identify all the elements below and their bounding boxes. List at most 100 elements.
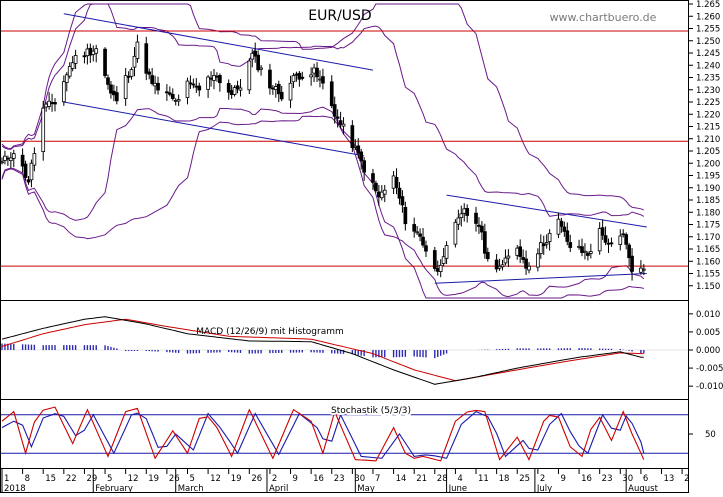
date-tick-label: 21 [416, 474, 427, 484]
candle-body [123, 75, 128, 99]
candle-body [238, 87, 243, 91]
date-tick-label: 30 [622, 474, 633, 484]
candle-body [135, 41, 140, 59]
trend-line [63, 13, 374, 71]
date-tick-label: 6 [643, 474, 648, 484]
candle-body [321, 76, 325, 84]
candle-body [515, 247, 520, 256]
candle-body [606, 242, 611, 245]
macd-signal-line [1, 318, 644, 382]
candle-body [639, 267, 643, 273]
chart-title: EUR/USD [308, 8, 371, 24]
candle-body [235, 85, 240, 90]
candle-body [279, 91, 284, 100]
candle-body [391, 175, 396, 189]
candle-body [618, 235, 623, 245]
candle-body [212, 75, 216, 81]
candle-body [132, 55, 137, 68]
candle-body [415, 231, 419, 234]
candle-body [197, 85, 202, 91]
candle-body [156, 82, 160, 91]
candle-body [291, 75, 296, 83]
candle-body [524, 258, 528, 269]
candle-body [379, 191, 384, 199]
candle-body [456, 217, 461, 225]
candle-body [250, 52, 255, 60]
candle-body [64, 74, 69, 83]
date-tick-label: 5 [189, 474, 194, 484]
date-tick-label: 9 [560, 474, 565, 484]
candle-body [3, 155, 7, 161]
date-tick-label: 18 [499, 474, 510, 484]
candle-body [500, 264, 505, 268]
candle-body [538, 242, 543, 255]
candle-body [218, 75, 222, 84]
candle-body [565, 230, 570, 242]
candle-body [441, 256, 446, 264]
candle-body [11, 153, 16, 159]
candle-body [400, 196, 405, 206]
date-tick-label: 7 [375, 474, 380, 484]
candle-body [494, 259, 499, 270]
candle-body [112, 90, 116, 96]
candle-body [394, 177, 399, 188]
candle-body [256, 54, 260, 71]
candle-body [627, 244, 631, 259]
price-panel: 1.150 1.155 1.160 1.165 1.170 1.175 1.180 1.185… [0, 0, 720, 299]
candle-body [624, 234, 629, 245]
candle-body [82, 55, 87, 58]
candle-body [215, 75, 219, 78]
candle-body [377, 191, 381, 198]
candle-body [397, 187, 402, 199]
candle-body [41, 107, 46, 152]
candle-body [144, 43, 149, 74]
candle-body [438, 264, 443, 272]
price-y-tick-label: 1.210 [696, 135, 720, 145]
stochastic-d-line [1, 410, 645, 459]
price-y-tick-label: 1.195 [696, 172, 720, 182]
candle-body [485, 252, 490, 260]
date-tick-label: 13 [664, 474, 675, 484]
candle-body [114, 92, 119, 102]
candle-body [29, 162, 34, 181]
date-tick-label: 15 [45, 474, 56, 484]
candle-body [297, 72, 302, 80]
stochastic-k-line [1, 406, 645, 462]
candle-body [521, 257, 525, 260]
price-y-tick-label: 1.225 [696, 98, 720, 108]
price-y-tick-label: 1.230 [696, 86, 720, 96]
candle-body [580, 246, 584, 253]
candle-body [129, 69, 134, 77]
candle-body [23, 163, 28, 178]
price-y-tick-label: 1.165 [696, 245, 720, 255]
candle-body [353, 145, 358, 148]
price-y-tick-label: 1.250 [696, 37, 720, 47]
month-label: March [178, 484, 204, 493]
candle-body [8, 157, 13, 162]
macd-y-tick-label: 0.005 [696, 328, 720, 338]
candle-body [73, 55, 78, 64]
candle-body [541, 243, 546, 247]
candle-body [630, 255, 634, 272]
date-tick-label: 9 [293, 474, 298, 484]
candle-body [359, 151, 364, 162]
date-tick-label: 2 [540, 474, 545, 484]
candle-body [444, 245, 449, 259]
date-tick-label: 5 [107, 474, 112, 484]
date-tick-label: 30 [354, 474, 365, 484]
date-axis: 1 8 15 22 29 5 12 19 26 5 12 19 26 2 9 16 23 30 7 14 21 28 4 11… [1, 469, 690, 494]
candle-body [559, 220, 564, 227]
price-y-tick-label: 1.200 [696, 159, 720, 169]
price-y-tick-label: 1.235 [696, 74, 720, 84]
trend-line [434, 273, 647, 284]
candle-body [527, 265, 531, 271]
stochastic-label: Stochastik (5/3/3) [331, 406, 411, 416]
price-y-tick-label: 1.260 [696, 12, 720, 22]
candle-body [70, 62, 75, 69]
candle-body [300, 76, 305, 79]
price-y-tick-label: 1.180 [696, 208, 720, 218]
candle-body [497, 265, 502, 269]
candle-body [435, 268, 440, 272]
candle-body [421, 236, 425, 246]
